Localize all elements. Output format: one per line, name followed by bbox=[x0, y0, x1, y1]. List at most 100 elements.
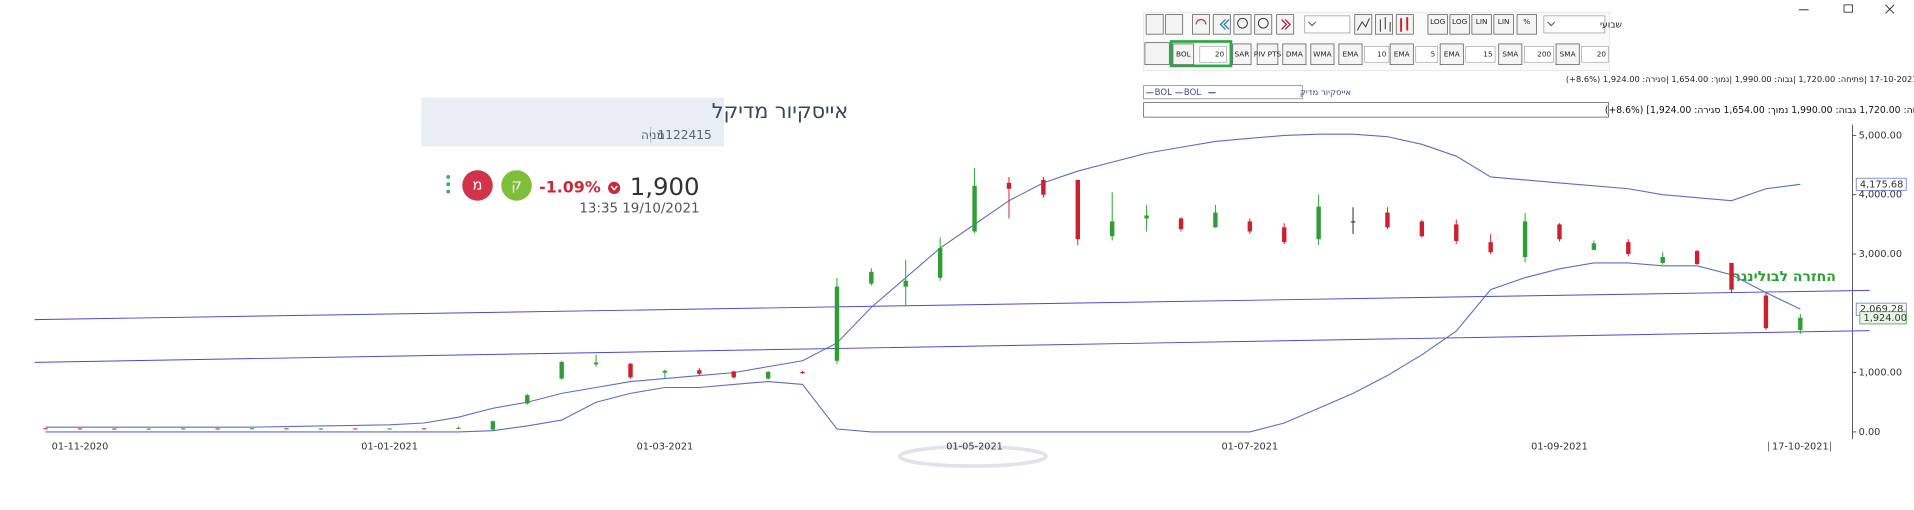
candle-body bbox=[1626, 242, 1631, 255]
indicator-input[interactable] bbox=[1364, 46, 1390, 63]
buy-button[interactable] bbox=[501, 170, 532, 201]
toolbar-button[interactable] bbox=[1449, 14, 1470, 35]
maximize-button[interactable] bbox=[1843, 4, 1853, 13]
zoom-in-button[interactable] bbox=[1233, 14, 1252, 35]
period-dropdown[interactable] bbox=[1543, 15, 1606, 34]
more-menu[interactable] bbox=[446, 174, 451, 194]
indicator-label[interactable]: DMA bbox=[1286, 49, 1303, 58]
indicator-button[interactable] bbox=[1555, 43, 1580, 66]
indicator-button[interactable] bbox=[1389, 43, 1414, 66]
scroll-indicator bbox=[897, 444, 1048, 468]
toolbar-button[interactable] bbox=[1516, 14, 1537, 35]
indicator-button[interactable] bbox=[1282, 43, 1307, 66]
close-button[interactable] bbox=[1885, 4, 1895, 14]
indicator-button[interactable] bbox=[1256, 43, 1279, 66]
candle-body bbox=[112, 428, 117, 430]
candle-body bbox=[1522, 221, 1528, 257]
toolbar-button-label[interactable]: LIN bbox=[1498, 17, 1510, 26]
indicator-label[interactable]: BOL bbox=[1176, 49, 1192, 58]
end-value-label: 2,069.28 bbox=[1860, 304, 1903, 315]
indicator-label[interactable]: SAR bbox=[1234, 49, 1249, 58]
stock-id: 1122415 bbox=[657, 128, 711, 142]
toolbar-button-label[interactable]: LIN bbox=[1476, 17, 1488, 26]
indicator-input[interactable] bbox=[1415, 46, 1439, 63]
stock-name: אייסקיור מדיקל bbox=[712, 99, 848, 123]
indicator-value[interactable]: 5 bbox=[1431, 49, 1436, 58]
toolbar-button-label[interactable]: LOG bbox=[1430, 17, 1446, 26]
sell-button[interactable] bbox=[462, 170, 493, 201]
toolbar-button[interactable] bbox=[1471, 14, 1492, 35]
indicator-input[interactable] bbox=[1581, 46, 1609, 63]
candle-body bbox=[1110, 221, 1115, 237]
dropdown-arrow bbox=[1547, 21, 1556, 27]
palette-button[interactable] bbox=[1165, 14, 1184, 35]
indicator-button[interactable] bbox=[1498, 43, 1523, 66]
indicator-label[interactable]: SMA bbox=[1502, 49, 1518, 58]
indicator-value[interactable]: 15 bbox=[1483, 49, 1493, 58]
sell-button-label[interactable]: מ bbox=[473, 176, 483, 193]
candle-body bbox=[800, 372, 805, 374]
candle-body bbox=[284, 428, 289, 430]
indicator-button[interactable] bbox=[1338, 43, 1363, 66]
candle-body bbox=[1075, 179, 1080, 240]
trend-line bbox=[34, 289, 1870, 321]
toolbar-button-label[interactable]: LOG bbox=[1452, 17, 1468, 26]
buy-button-label[interactable]: ק bbox=[511, 176, 521, 193]
indicator-value[interactable]: 200 bbox=[1537, 49, 1551, 58]
annotation: החזרה לבולינגר bbox=[1733, 269, 1836, 285]
candle-chart-button[interactable] bbox=[1395, 14, 1414, 35]
legend-box bbox=[1143, 85, 1303, 100]
indicator-chart-button[interactable] bbox=[1144, 42, 1170, 66]
indicator-label[interactable]: SMA bbox=[1560, 49, 1576, 58]
candle-body bbox=[834, 286, 840, 361]
legend-label: BOL bbox=[1184, 88, 1201, 98]
refresh-button[interactable] bbox=[1192, 14, 1210, 35]
y-tick-label: 3,000.00 bbox=[1859, 249, 1902, 260]
indicator-label[interactable]: EMA bbox=[1394, 49, 1410, 58]
back-button[interactable] bbox=[1212, 14, 1231, 35]
candle-body bbox=[662, 370, 668, 373]
x-tick-label: 01-07-2021 bbox=[1221, 442, 1278, 453]
toolbar-button-label[interactable]: % bbox=[1523, 17, 1530, 26]
indicator-value[interactable]: 10 bbox=[1377, 49, 1387, 58]
zoom-out-button[interactable] bbox=[1254, 14, 1273, 35]
line-icon bbox=[1356, 18, 1370, 31]
info-box-text: אייסקיור מדיק [פתיחה: 1,720.00 גבוה: 1,9… bbox=[1605, 105, 1914, 116]
indicator-value[interactable]: 20 bbox=[1597, 49, 1607, 58]
indicator-input[interactable] bbox=[1524, 46, 1554, 63]
bar-icon bbox=[1379, 17, 1391, 32]
dropdown[interactable] bbox=[1304, 15, 1351, 34]
candle-body bbox=[1763, 295, 1769, 329]
legend-label: BOL bbox=[1155, 88, 1172, 98]
candle-body bbox=[628, 363, 633, 378]
toolbar: שבועי LOG LOG LIN LIN % BOL 20 SAR PIV PTS DMA WMA… bbox=[1143, 11, 1623, 72]
end-value-label: 4,175.68 bbox=[1860, 179, 1903, 190]
indicator-value[interactable]: 20 bbox=[1215, 49, 1225, 58]
print-button[interactable] bbox=[1145, 14, 1164, 35]
forward-button[interactable] bbox=[1276, 14, 1295, 35]
candle-body bbox=[1006, 182, 1012, 189]
indicator-button[interactable] bbox=[1310, 43, 1335, 66]
indicator-button[interactable] bbox=[1172, 43, 1195, 66]
candle-icon bbox=[1400, 17, 1409, 32]
indicator-label[interactable]: EMA bbox=[1444, 49, 1460, 58]
indicator-label[interactable]: WMA bbox=[1313, 49, 1332, 58]
y-tick-label: 0.00 bbox=[1859, 427, 1881, 438]
indicator-label[interactable]: PIV PTS bbox=[1254, 49, 1282, 58]
indicator-label[interactable]: EMA bbox=[1343, 49, 1359, 58]
candle-body bbox=[43, 428, 48, 430]
indicator-button[interactable] bbox=[1232, 43, 1252, 66]
bar-chart-button[interactable] bbox=[1375, 14, 1393, 35]
candle-body bbox=[593, 362, 599, 365]
candle-body bbox=[1488, 242, 1493, 253]
candle-body bbox=[525, 395, 530, 404]
candle-body bbox=[1798, 317, 1803, 330]
indicator-input[interactable] bbox=[1199, 46, 1227, 63]
line-chart-button[interactable] bbox=[1354, 14, 1373, 35]
close-value-box bbox=[1859, 311, 1907, 325]
toolbar-button[interactable] bbox=[1493, 14, 1514, 35]
indicator-button[interactable] bbox=[1439, 43, 1464, 66]
toolbar-button[interactable] bbox=[1427, 14, 1448, 35]
indicator-input[interactable] bbox=[1465, 46, 1496, 63]
